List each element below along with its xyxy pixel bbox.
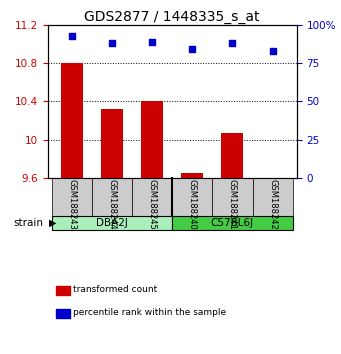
Bar [221,133,243,178]
Text: GSM188245: GSM188245 [148,179,157,230]
Bar [132,178,172,216]
Text: C57BL6J: C57BL6J [211,218,254,228]
Bar [172,216,293,230]
Point [149,39,155,45]
Point [109,40,115,46]
Text: transformed count: transformed count [73,285,158,295]
Bar [252,178,293,216]
Bar [92,178,132,216]
Bar [181,173,203,178]
Bar [212,178,252,216]
Text: GSM188240: GSM188240 [188,179,197,230]
Point [190,46,195,52]
Text: GSM188242: GSM188242 [268,179,277,230]
Text: GSM188243: GSM188243 [67,179,76,230]
Bar [52,216,172,230]
Bar [52,178,92,216]
Text: GSM188244: GSM188244 [107,179,117,230]
Bar [61,63,83,178]
Point [230,40,235,46]
Text: ▶: ▶ [48,218,56,228]
Bar [172,178,212,216]
Point [270,48,275,54]
Bar [141,102,163,178]
Text: percentile rank within the sample: percentile rank within the sample [73,308,226,318]
Text: strain: strain [14,218,44,228]
Bar [101,109,123,178]
Text: DBA2J: DBA2J [96,218,128,228]
Point [69,33,75,38]
Title: GDS2877 / 1448335_s_at: GDS2877 / 1448335_s_at [85,10,260,24]
Text: GSM188241: GSM188241 [228,179,237,230]
